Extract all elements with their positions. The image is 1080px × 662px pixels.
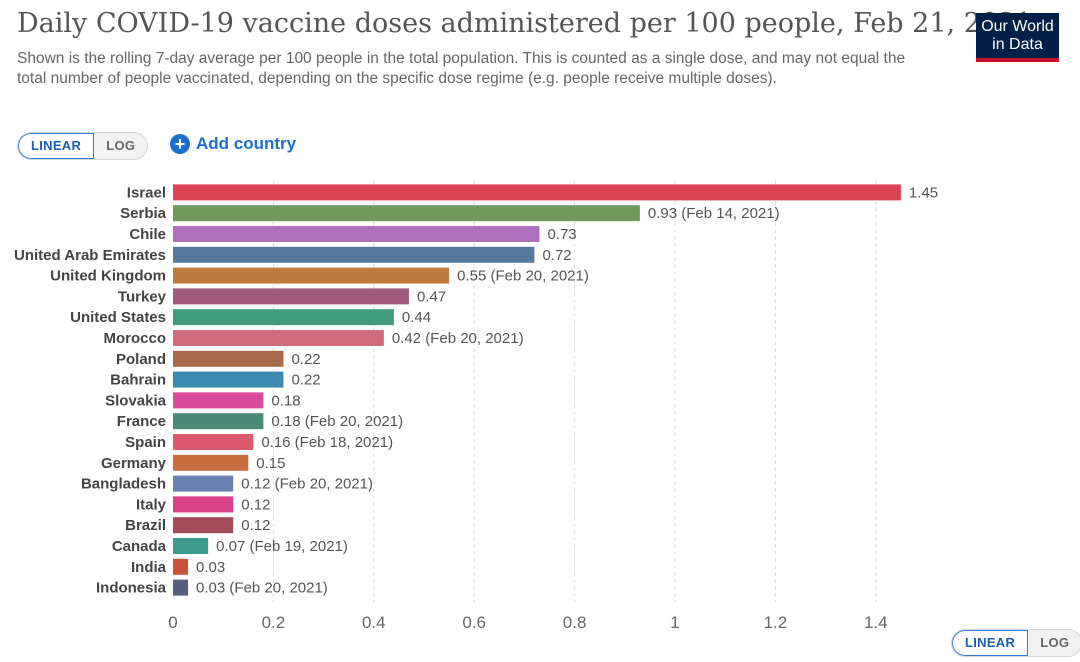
category-label: United Kingdom [50, 268, 166, 285]
category-label: Spain [125, 434, 166, 451]
category-label: Israel [127, 184, 166, 201]
bar[interactable] [173, 226, 540, 242]
x-tick-label: 0.6 [462, 613, 486, 632]
bar[interactable] [173, 267, 450, 284]
category-label: India [131, 559, 167, 576]
value-label: 0.12 (Feb 20, 2021) [241, 476, 373, 493]
category-label: Italy [136, 496, 167, 513]
category-label: Chile [129, 226, 166, 243]
category-label: Morocco [103, 330, 166, 347]
bar[interactable] [173, 309, 394, 326]
logo-line-2: in Data [992, 36, 1043, 53]
bar[interactable] [173, 579, 189, 596]
category-label: Poland [116, 351, 166, 368]
value-label: 0.44 [402, 309, 431, 326]
plus-circle-icon: + [170, 134, 190, 154]
category-label: Serbia [120, 205, 167, 222]
category-label: Germany [101, 455, 167, 472]
category-label: Bangladesh [81, 476, 166, 493]
category-label: Slovakia [105, 392, 167, 409]
value-label: 0.47 [417, 288, 446, 305]
value-label: 0.42 (Feb 20, 2021) [392, 330, 524, 347]
category-label: Indonesia [96, 580, 167, 597]
value-label: 0.22 [291, 372, 320, 389]
bar[interactable] [173, 246, 535, 263]
x-tick-label: 0.4 [362, 613, 386, 632]
bar[interactable] [173, 434, 254, 450]
category-label: United Arab Emirates [14, 247, 166, 264]
logo-line-1: Our World [981, 18, 1054, 35]
bar[interactable] [173, 330, 384, 346]
value-label: 0.03 [196, 559, 225, 576]
value-label: 0.93 (Feb 14, 2021) [648, 205, 780, 222]
bar[interactable] [173, 392, 264, 409]
value-label: 0.12 [241, 496, 270, 513]
value-label: 0.73 [547, 226, 576, 243]
scale-toggle-top: LINEAR LOG [17, 132, 149, 160]
value-label: 1.45 [909, 184, 938, 201]
chart-title: Daily COVID-19 vaccine doses administere… [17, 8, 1033, 39]
x-tick-label: 0 [168, 613, 177, 632]
value-label: 0.22 [291, 351, 320, 368]
bar[interactable] [173, 558, 189, 575]
add-country-button[interactable]: + Add country [170, 134, 296, 154]
value-label: 0.18 (Feb 20, 2021) [271, 413, 403, 430]
value-label: 0.03 (Feb 20, 2021) [196, 580, 328, 597]
category-label: United States [70, 309, 166, 326]
bar[interactable] [173, 288, 409, 305]
value-label: 0.07 (Feb 19, 2021) [216, 538, 348, 555]
bar[interactable] [173, 517, 234, 534]
add-country-label: Add country [196, 134, 297, 153]
bar[interactable] [173, 350, 284, 367]
bar[interactable] [173, 475, 234, 492]
scale-toggle-bottom: LINEAR LOG [951, 629, 1080, 657]
value-label: 0.72 [542, 247, 571, 264]
x-tick-label: 0.8 [563, 613, 587, 632]
x-tick-label: 1.2 [764, 613, 788, 632]
linear-scale-button-bottom[interactable]: LINEAR [952, 630, 1029, 656]
x-tick-label: 0.2 [262, 613, 286, 632]
x-tick-label: 1 [670, 613, 679, 632]
x-tick-label: 1.4 [864, 613, 888, 632]
log-scale-button[interactable]: LOG [106, 138, 136, 153]
bar[interactable] [173, 184, 901, 201]
value-label: 0.18 [271, 392, 300, 409]
category-label: Brazil [125, 517, 166, 534]
category-label: Bahrain [110, 372, 166, 389]
value-label: 0.12 [241, 517, 270, 534]
bar[interactable] [173, 454, 249, 471]
category-label: Turkey [118, 288, 167, 305]
bar[interactable] [173, 538, 209, 554]
category-label: Canada [112, 538, 167, 555]
value-label: 0.16 (Feb 18, 2021) [261, 434, 393, 451]
bar[interactable] [173, 413, 264, 430]
category-label: France [117, 413, 166, 430]
owid-logo[interactable]: Our World in Data [976, 13, 1059, 62]
chart-subtitle: Shown is the rolling 7-day average per 1… [17, 50, 906, 87]
bar[interactable] [173, 496, 234, 513]
value-label: 0.15 [256, 455, 285, 472]
bar[interactable] [173, 371, 284, 388]
log-scale-button-bottom[interactable]: LOG [1040, 635, 1070, 650]
value-label: 0.55 (Feb 20, 2021) [457, 268, 589, 285]
linear-scale-button[interactable]: LINEAR [18, 133, 95, 159]
bar[interactable] [173, 205, 640, 222]
